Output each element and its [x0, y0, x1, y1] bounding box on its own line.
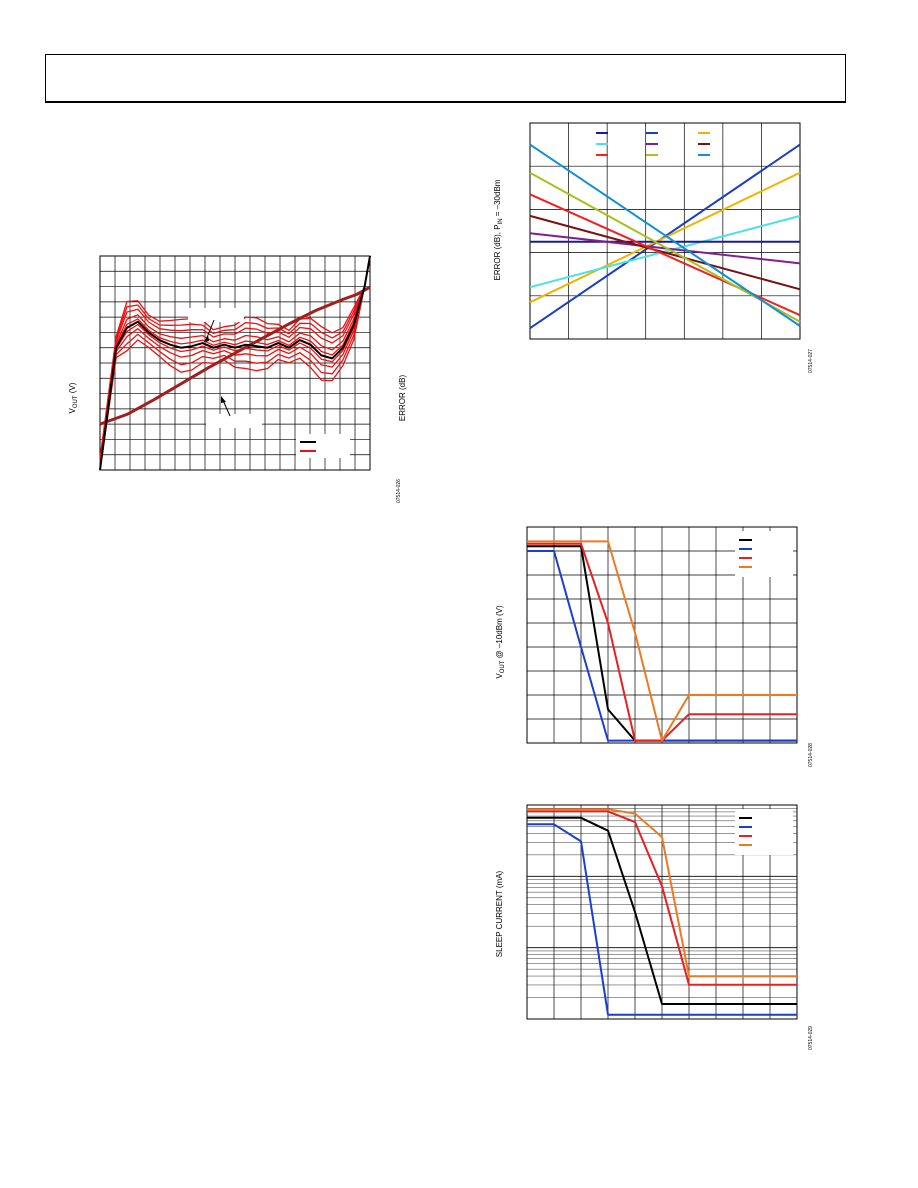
vout-family-line — [99, 255, 371, 464]
sleep-current-series-line — [527, 816, 797, 1005]
sleep-current-series-line — [527, 810, 797, 986]
vout-family-line — [99, 255, 371, 471]
sleep-current-axis-label: SLEEP CURRENT (mA) — [495, 870, 504, 957]
page-header-box — [45, 54, 846, 103]
vout-family-line — [99, 255, 371, 461]
error-series-line — [529, 214, 801, 291]
legend-box — [296, 434, 350, 458]
sleep-current-series-line — [527, 808, 797, 978]
callout-arrowhead — [204, 335, 209, 342]
callout-box — [188, 308, 244, 322]
callout-arrowhead — [221, 396, 226, 403]
vout-axis-label: VOUT @ –10dBm (V) — [495, 605, 506, 679]
sleep-current-figure: SLEEP CURRENT (mA) 07514-029 — [490, 800, 820, 1062]
figure-id: 07514-026 — [396, 479, 402, 503]
error-series-line — [529, 143, 801, 327]
sleep-current-chart: SLEEP CURRENT (mA) 07514-029 — [495, 804, 814, 1050]
figure-id: 07514-028 — [808, 743, 814, 767]
error-series-line — [529, 214, 801, 289]
vout-axis-label: VOUT (V) — [68, 382, 79, 413]
error-axis-label: ERROR (dB) — [398, 375, 407, 422]
legend-box — [735, 531, 793, 577]
vout-family-line — [99, 255, 371, 467]
callout-box — [206, 414, 262, 428]
figure-id: 07514-027 — [808, 349, 814, 373]
vout-error-chart: VOUT (V) ERROR (dB) 07514-026 — [68, 255, 407, 503]
vout-series-line — [527, 540, 797, 742]
error-temperature-figure: ERROR (dB), PIN = –30dBm 07514-027 — [490, 118, 820, 380]
plot-frame — [529, 122, 801, 340]
vout-error-figure: VOUT (V) ERROR (dB) 07514-026 — [60, 248, 420, 510]
vout-family-line — [99, 255, 371, 471]
vout-family-line — [99, 255, 371, 469]
error-temperature-chart: ERROR (dB), PIN = –30dBm 07514-027 — [493, 122, 814, 373]
vout-family-line — [99, 255, 371, 471]
vout-typ-line — [99, 255, 371, 471]
legend-box — [735, 809, 793, 855]
vout-enable-chart: VOUT @ –10dBm (V) 07514-028 — [495, 526, 814, 767]
error-axis-label: ERROR (dB), PIN = –30dBm — [493, 179, 504, 280]
sleep-current-series-line — [527, 823, 797, 1016]
figure-id: 07514-029 — [808, 1026, 814, 1050]
vout-enable-figure: VOUT @ –10dBm (V) 07514-028 — [490, 522, 820, 772]
error-series-line — [529, 171, 801, 304]
